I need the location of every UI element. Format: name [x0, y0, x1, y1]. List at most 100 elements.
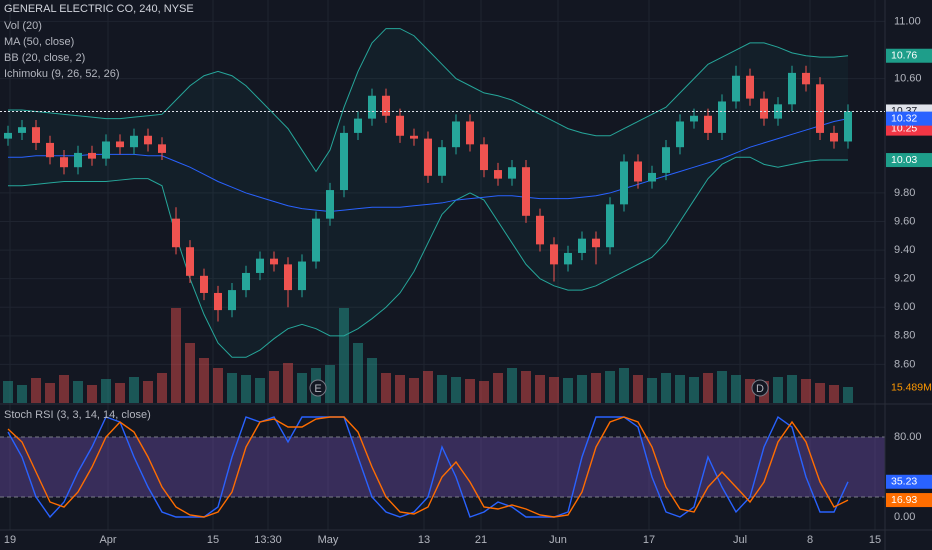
volume-bar	[451, 377, 461, 403]
volume-bar	[283, 363, 293, 403]
volume-bar	[717, 371, 727, 403]
x-tick-label: 19	[4, 534, 16, 546]
volume-bar	[843, 387, 853, 403]
stoch-title: Stoch RSI (3, 3, 14, 14, close)	[4, 409, 151, 421]
candle-body	[186, 247, 194, 276]
y-tick-label: 10.60	[894, 73, 922, 85]
x-tick-label: Apr	[99, 534, 116, 546]
event-label: E	[314, 383, 321, 395]
candle-body	[522, 167, 530, 216]
x-tick-label: 21	[475, 534, 487, 546]
volume-bar	[339, 308, 349, 403]
candle-body	[606, 204, 614, 248]
candle-body	[452, 121, 460, 148]
volume-bar	[745, 379, 755, 403]
x-tick-label: Jul	[733, 534, 747, 546]
event-marker	[309, 379, 327, 397]
volume-bar	[367, 358, 377, 403]
volume-bar	[829, 385, 839, 403]
volume-bar	[353, 343, 363, 403]
volume-bar	[815, 383, 825, 403]
volume-bar	[409, 378, 419, 403]
candle-body	[102, 141, 110, 159]
stoch-line	[7, 415, 849, 519]
volume-bar	[3, 381, 13, 403]
volume-bar	[703, 373, 713, 403]
candle-body	[242, 272, 250, 291]
volume-bar	[171, 308, 181, 403]
y-tick-label: 9.40	[894, 244, 915, 256]
volume-bar	[591, 373, 601, 403]
stoch-line	[7, 416, 849, 518]
volume-bar	[157, 373, 167, 403]
volume-bar	[101, 379, 111, 403]
price-tag	[886, 493, 932, 508]
candle-body	[760, 98, 768, 119]
candle-body	[592, 238, 600, 248]
volume-bar	[633, 375, 643, 403]
candle-body	[382, 95, 390, 116]
candle-body	[60, 157, 68, 168]
volume-bar	[437, 375, 447, 403]
volume-bar	[213, 368, 223, 403]
volume-bar	[661, 373, 671, 403]
volume-bar	[507, 368, 517, 403]
volume-bar	[143, 381, 153, 403]
candle-body	[158, 144, 166, 153]
volume-bar	[689, 377, 699, 403]
candle-body	[312, 218, 320, 262]
x-tick-label: 13:30	[254, 534, 282, 546]
y-tick-label: 9.80	[894, 187, 915, 199]
volume-bar	[395, 375, 405, 403]
candle-body	[676, 121, 684, 148]
x-tick-label: 8	[807, 534, 813, 546]
x-tick-label: 15	[207, 534, 219, 546]
candle-body	[508, 167, 516, 179]
volume-bar	[59, 375, 69, 403]
candle-body	[256, 258, 264, 273]
volume-bar	[493, 373, 503, 403]
candle-body	[648, 172, 656, 182]
volume-bar	[535, 375, 545, 403]
candle-body	[116, 141, 124, 148]
candle-body	[354, 118, 362, 133]
price-tag-label: 10.32	[891, 112, 917, 124]
volume-bar	[479, 381, 489, 403]
candle-body	[200, 275, 208, 293]
candle-body	[326, 190, 334, 219]
volume-bar	[647, 378, 657, 403]
candle-body	[396, 115, 404, 136]
y-tick-label: 8.80	[894, 330, 915, 342]
volume-bar	[801, 379, 811, 403]
price-tag	[886, 380, 932, 395]
candle-body	[144, 135, 152, 145]
candle-body	[74, 152, 82, 168]
price-tag	[886, 48, 932, 63]
price-tag-label: 10.03	[891, 154, 917, 166]
x-tick-label: 15	[869, 534, 881, 546]
candle-body	[564, 252, 572, 265]
volume-bar	[787, 375, 797, 403]
ma-line	[8, 118, 849, 213]
candle-body	[536, 215, 544, 245]
candle-body	[284, 264, 292, 291]
candle-body	[88, 152, 96, 159]
volume-bar	[17, 385, 27, 403]
candle-body	[620, 161, 628, 205]
price-tag	[886, 153, 932, 168]
volume-bar	[241, 375, 251, 403]
candle-body	[424, 138, 432, 176]
candle-body	[46, 142, 54, 158]
volume-bar	[269, 371, 279, 403]
candle-body	[844, 111, 852, 142]
event-marker	[751, 379, 769, 397]
volume-bar	[129, 377, 139, 403]
indicator-label: Vol (20)	[4, 20, 42, 32]
volume-bar	[521, 371, 531, 403]
candle-body	[298, 261, 306, 291]
candle-body	[788, 72, 796, 105]
price-tag-label: 15.489M	[891, 381, 932, 393]
volume-bar	[255, 378, 265, 403]
candle-body	[410, 135, 418, 139]
